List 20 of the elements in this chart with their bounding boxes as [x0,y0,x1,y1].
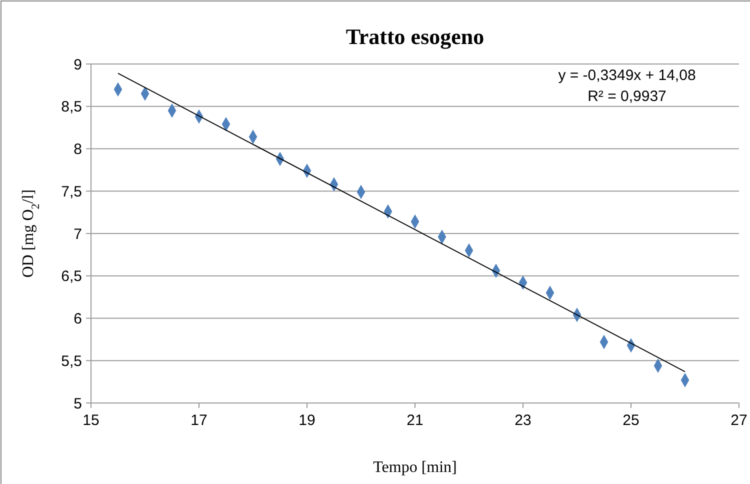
annotation: R² = 0,9937 [588,88,666,105]
annotation: y = -0,3349x + 14,08 [558,67,696,84]
x-tick-label: 23 [514,412,532,429]
x-tick-label: 27 [730,412,748,429]
y-tick-label: 7 [74,226,82,243]
x-tick-label: 25 [622,412,640,429]
x-tick-label: 15 [82,412,100,429]
y-tick-label: 5,5 [61,352,82,370]
y-tick-label: 6,5 [61,268,82,286]
x-axis-title: Tempo [min] [373,459,457,476]
y-tick-label: 9 [74,56,82,74]
y-tick-label: 7,5 [61,183,82,200]
y-tick-label: 8 [74,141,82,158]
x-tick-label: 19 [298,412,316,429]
y-tick-label: 8,5 [61,98,82,116]
chart-title: Tratto esogeno [346,24,484,49]
x-tick-label: 21 [406,412,424,429]
y-tick-label: 5 [74,395,82,412]
y-tick-label: 6 [74,310,82,328]
x-tick-label: 17 [190,412,208,429]
